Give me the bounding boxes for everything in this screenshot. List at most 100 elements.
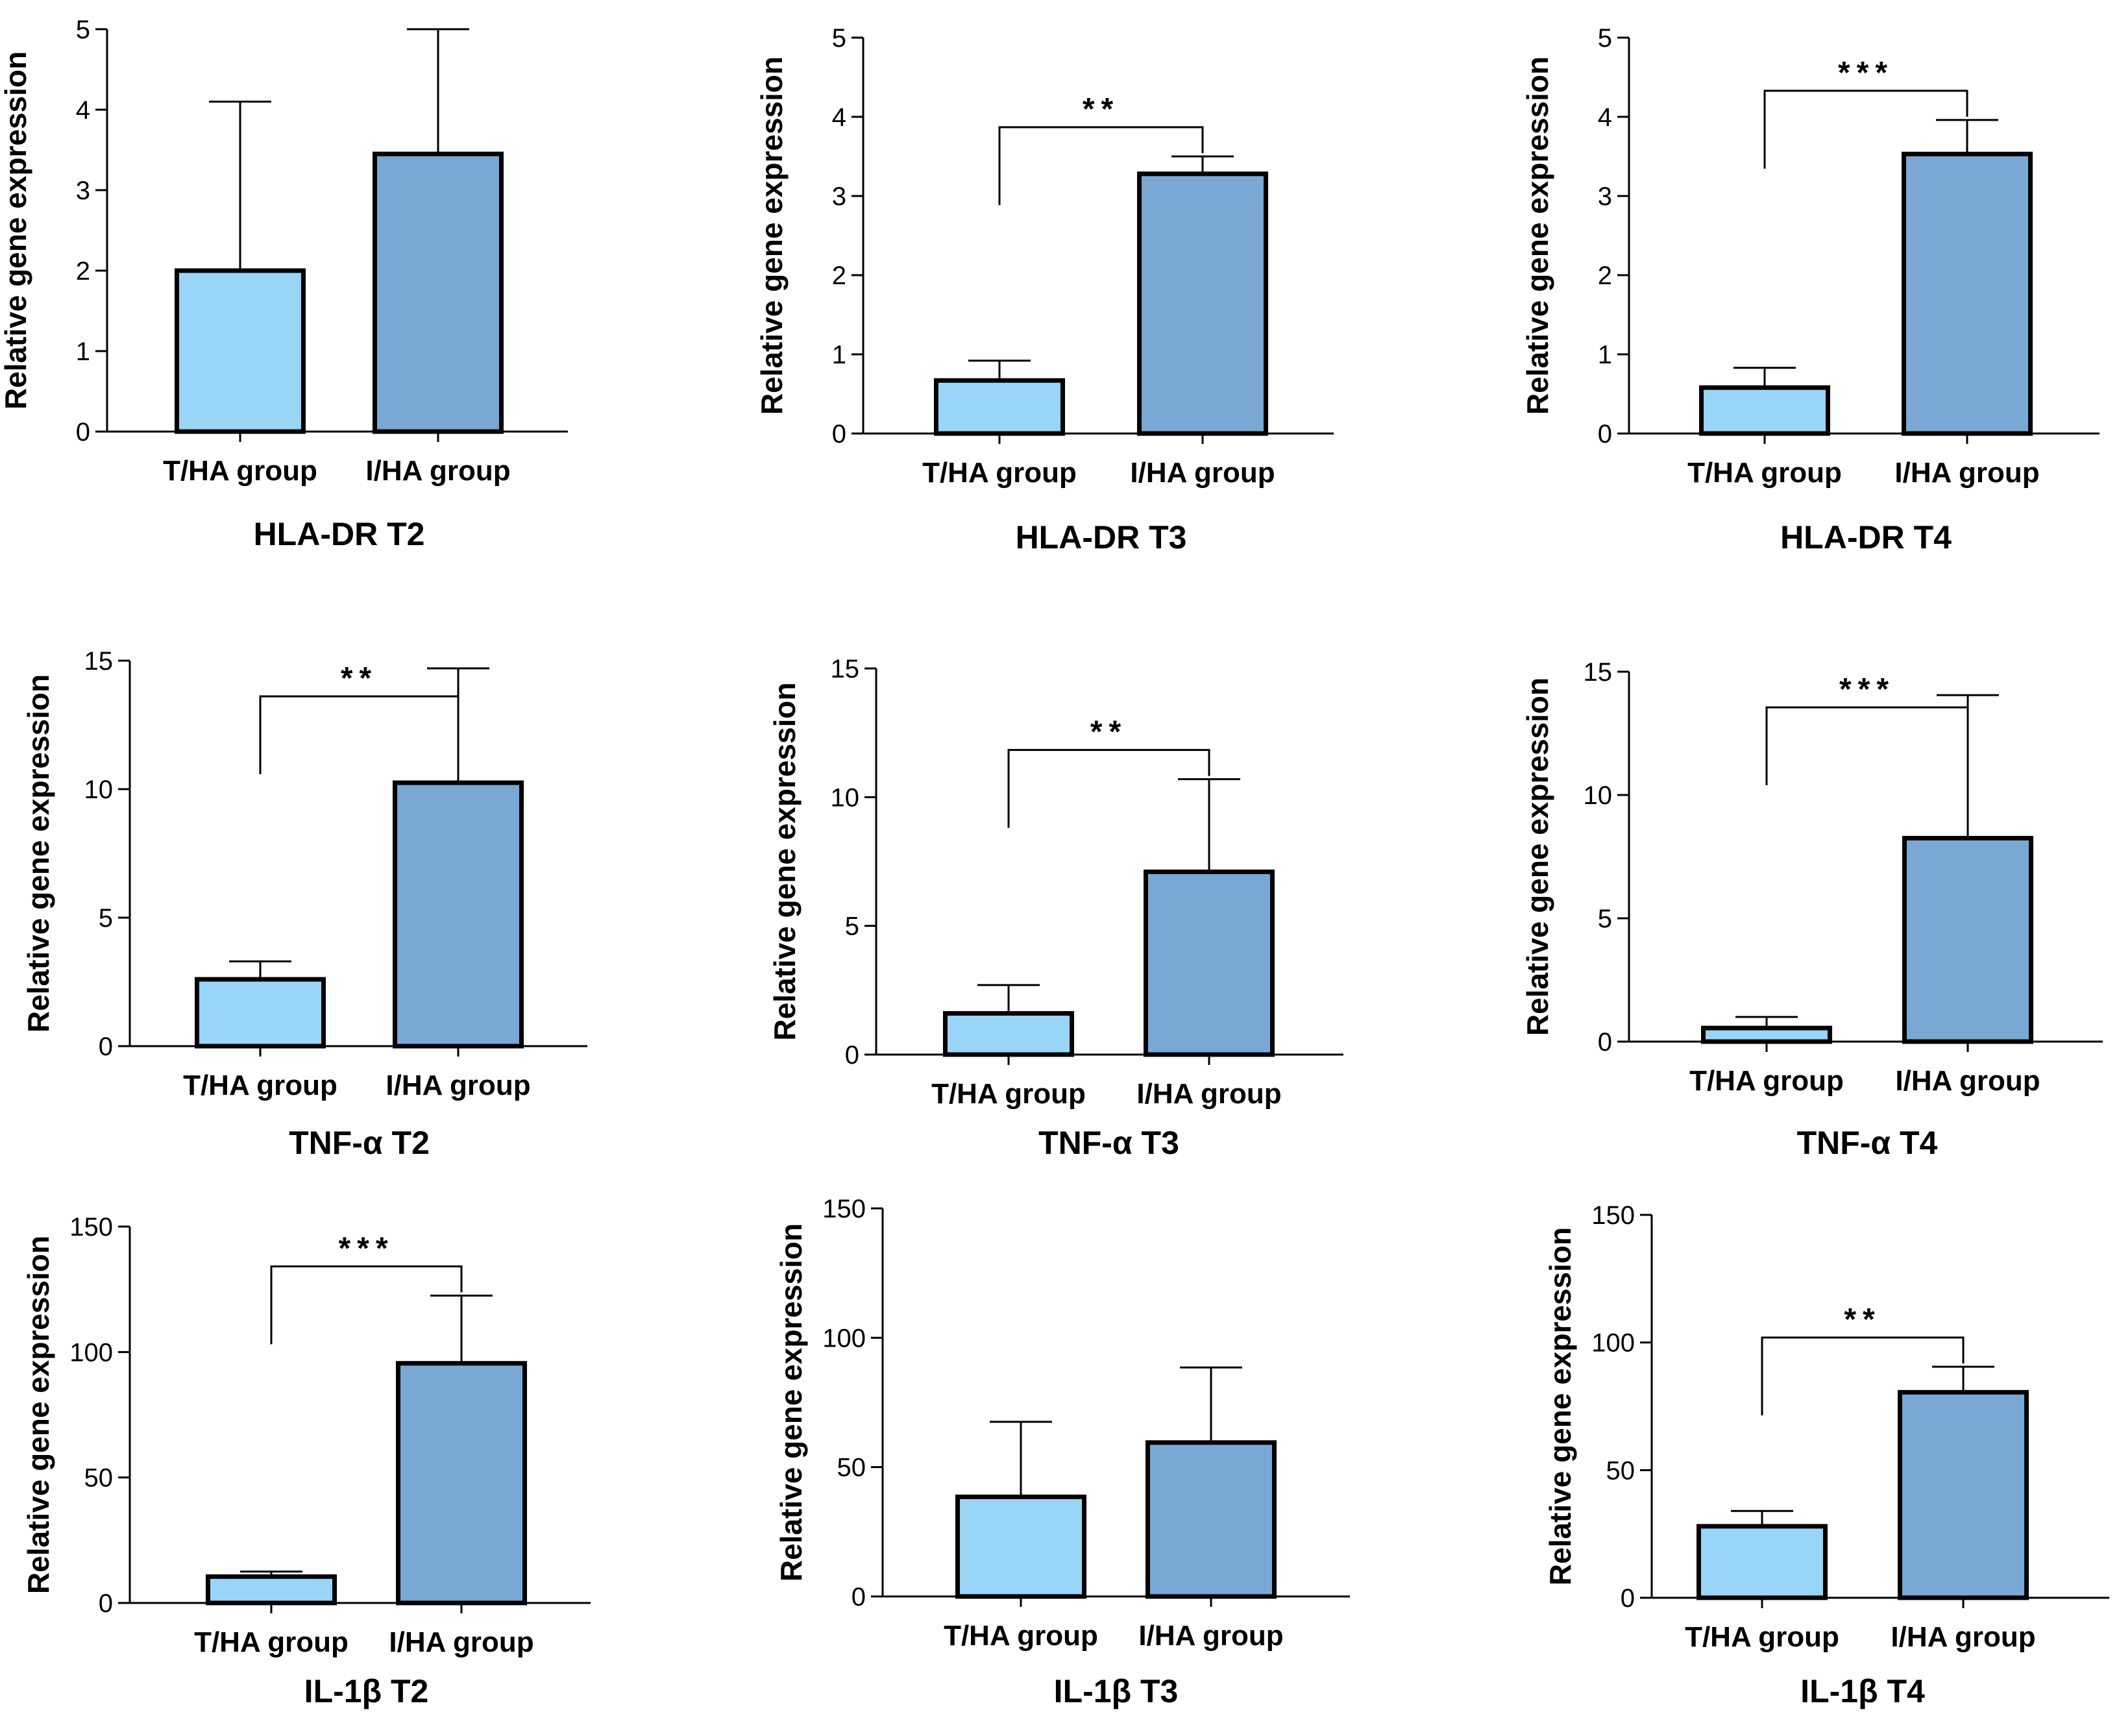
y-tick-label: 100 <box>1591 1329 1635 1358</box>
error-bar <box>1180 1366 1242 1443</box>
chart-panel: 0 1 2 3 4 5 Relative gene expression T/HA group… <box>0 16 568 552</box>
chart-panel: 0 50 100 150 Relative gene expression T/HA gr… <box>21 1213 591 1709</box>
chart-panel: 0 50 100 150 Relative gene expression T/HA gr… <box>774 1195 1350 1709</box>
y-axis-label: Relative gene expression <box>774 1223 808 1582</box>
y-tick-label: 50 <box>1606 1456 1635 1485</box>
chart-panel: 0 5 10 15 Relative gene expression T/HA group… <box>768 655 1343 1161</box>
error-bar <box>240 1571 302 1577</box>
y-tick-label: 0 <box>1621 1584 1635 1613</box>
significance-bracket: *** <box>1763 56 1968 169</box>
y-tick-label: 1 <box>1598 341 1612 369</box>
y-tick-label: 2 <box>76 257 90 286</box>
error-bar <box>968 360 1031 381</box>
significance-label: *** <box>338 1231 394 1265</box>
y-tick-label: 3 <box>832 182 846 211</box>
y-tick-label: 10 <box>1584 781 1613 810</box>
significance-label: ** <box>1844 1302 1881 1337</box>
bar <box>373 151 504 434</box>
chart-panel: 0 1 2 3 4 5 Relative gene expression T/HA group… <box>755 24 1334 556</box>
bar <box>955 1495 1086 1599</box>
significance-bracket: ** <box>259 661 459 774</box>
y-tick-label: 5 <box>832 24 846 53</box>
error-bar <box>1733 367 1796 388</box>
y-tick-label: 5 <box>76 16 90 44</box>
panel-title: TNF-α T4 <box>1797 1125 1938 1161</box>
category-label: I/HA group <box>1138 1620 1283 1652</box>
y-tick-label: 15 <box>84 647 114 676</box>
panel-title: IL-1β T3 <box>1054 1673 1179 1709</box>
category-label: I/HA group <box>1891 1621 2035 1653</box>
bar <box>1137 171 1268 436</box>
y-tick-label: 5 <box>845 912 859 941</box>
category-label: I/HA group <box>386 1070 530 1101</box>
significance-line <box>270 1265 463 1345</box>
significance-label: ** <box>1083 92 1120 127</box>
category-label: I/HA group <box>365 455 510 487</box>
significance-label: ** <box>1090 715 1127 750</box>
y-axis-label: Relative gene expression <box>755 56 789 415</box>
category-label: I/HA group <box>1136 1078 1281 1110</box>
bar <box>175 268 306 434</box>
category-label: T/HA group <box>1685 1621 1839 1653</box>
y-tick-label: 0 <box>845 1041 859 1070</box>
category-label: I/HA group <box>1895 1065 2040 1097</box>
bar <box>1145 1440 1277 1599</box>
y-tick-label: 4 <box>1598 103 1612 132</box>
y-tick-label: 0 <box>832 420 846 448</box>
bar <box>393 780 524 1049</box>
panel-title: IL-1β T4 <box>1800 1673 1925 1709</box>
chart-panel: 0 5 10 15 Relative gene expression T/HA group… <box>21 647 587 1161</box>
category-label: T/HA group <box>1689 1065 1844 1097</box>
y-tick-label: 50 <box>837 1454 866 1482</box>
panel-title: TNF-α T2 <box>289 1125 430 1161</box>
error-bar <box>209 101 271 271</box>
y-axis-label: Relative gene expression <box>1521 678 1554 1036</box>
y-axis-label: Relative gene expression <box>21 674 55 1033</box>
error-bar <box>430 1294 493 1363</box>
y-tick-label: 0 <box>99 1589 113 1618</box>
y-tick-label: 150 <box>822 1195 866 1223</box>
error-bar <box>1936 119 1998 154</box>
significance-bracket: *** <box>270 1231 463 1345</box>
y-tick-label: 1 <box>832 341 846 369</box>
y-tick-label: 2 <box>1598 262 1612 290</box>
error-bar <box>1178 778 1240 872</box>
category-label: T/HA group <box>944 1620 1098 1652</box>
error-bar <box>977 984 1040 1014</box>
bar <box>934 378 1065 436</box>
y-axis-label: Relative gene expression <box>1543 1227 1577 1585</box>
y-tick-label: 5 <box>1598 24 1612 53</box>
y-tick-label: 50 <box>84 1464 114 1493</box>
significance-label: *** <box>1839 672 1895 707</box>
significance-bracket: ** <box>1007 715 1210 828</box>
bar <box>1701 1025 1832 1044</box>
chart-panel: 0 1 2 3 4 5 Relative gene expression T/HA group… <box>1521 24 2100 556</box>
significance-line <box>259 695 459 774</box>
y-tick-label: 150 <box>1591 1201 1635 1230</box>
significance-line <box>1763 90 1968 169</box>
y-axis-label: Relative gene expression <box>0 51 32 410</box>
bar <box>1144 869 1275 1057</box>
bar <box>1699 385 1830 436</box>
y-tick-label: 15 <box>1584 658 1613 687</box>
significance-label: ** <box>341 661 378 696</box>
y-tick-label: 3 <box>1598 182 1612 211</box>
bar <box>1898 1389 2029 1600</box>
y-tick-label: 100 <box>69 1338 113 1367</box>
panel-title: TNF-α T3 <box>1038 1125 1179 1161</box>
y-tick-label: 0 <box>1598 420 1612 448</box>
significance-line <box>1761 1336 1965 1416</box>
category-label: I/HA group <box>1130 457 1275 489</box>
y-tick-label: 4 <box>832 103 846 132</box>
y-tick-label: 5 <box>99 904 113 933</box>
bar <box>206 1574 337 1606</box>
bar <box>1902 151 2033 436</box>
bar <box>1902 836 2033 1044</box>
y-tick-label: 0 <box>851 1583 866 1611</box>
category-label: T/HA group <box>163 455 317 487</box>
category-label: T/HA group <box>183 1070 337 1101</box>
y-tick-label: 150 <box>69 1213 113 1241</box>
y-tick-label: 2 <box>832 262 846 290</box>
y-tick-label: 0 <box>1598 1028 1612 1057</box>
